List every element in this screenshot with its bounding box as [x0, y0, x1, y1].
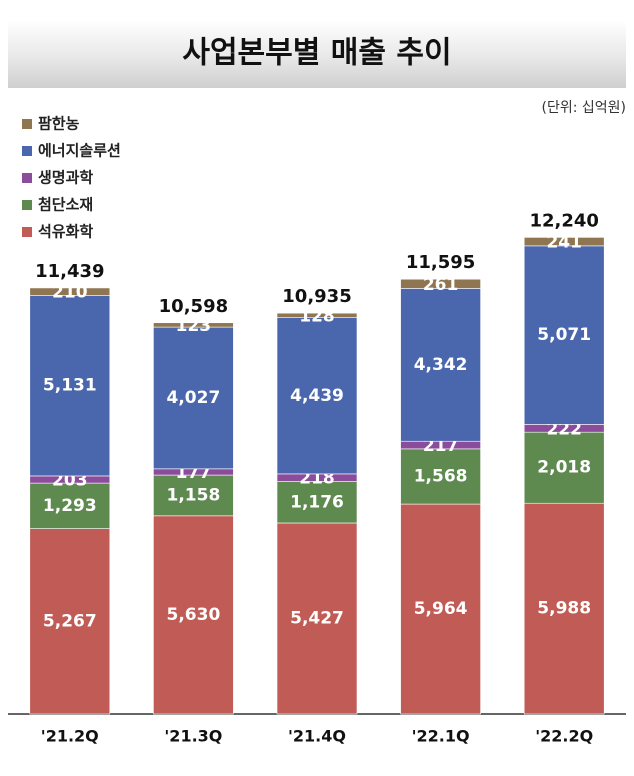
bar-segment [29, 482, 111, 529]
bar-segment [276, 481, 358, 524]
segment-label: 4,027 [167, 388, 221, 408]
bar-segment [400, 503, 481, 715]
x-tick-label: '21.3Q [164, 727, 222, 746]
segment-label: 1,176 [290, 492, 344, 512]
segment-label: 1,158 [167, 485, 221, 505]
bar-segment [523, 431, 605, 504]
bar-segment [29, 528, 111, 715]
legend-swatch [22, 119, 32, 129]
segment-label: 5,071 [537, 325, 591, 345]
bar-segment [276, 317, 358, 475]
bar-segment [276, 312, 358, 318]
bar-segment [523, 237, 605, 247]
total-label: 10,935 [282, 286, 351, 307]
legend-swatch [22, 146, 32, 156]
segment-label: 128 [299, 306, 335, 326]
segment-label: 210 [52, 283, 88, 303]
segment-label: 123 [176, 316, 212, 336]
title-banner [8, 20, 626, 88]
segment-label: 5,427 [290, 608, 344, 628]
total-label: 10,598 [159, 296, 228, 317]
segment-label: 5,131 [43, 376, 97, 396]
legend-swatch [22, 173, 32, 183]
segment-label: 1,293 [43, 496, 97, 516]
bar-segment [153, 322, 234, 328]
segment-label: 5,988 [537, 599, 591, 619]
segment-label: 5,630 [167, 605, 221, 625]
legend-label: 석유화학 [38, 223, 93, 241]
unit-label: (단위: 십억원) [542, 100, 627, 116]
segment-label: 1,568 [414, 466, 468, 486]
segment-label: 2,018 [537, 458, 591, 478]
bar-segment [523, 502, 605, 715]
segment-label: 4,439 [290, 386, 344, 406]
bar-segment [153, 515, 234, 715]
bar-segment [29, 295, 111, 477]
bar-segment [523, 245, 605, 425]
x-tick-label: '21.4Q [288, 727, 346, 746]
legend-swatch [22, 227, 32, 237]
segment-label: 241 [546, 233, 582, 253]
segment-label: 5,964 [414, 599, 468, 619]
total-label: 11,595 [406, 252, 475, 273]
bar-segment [400, 278, 481, 289]
x-tick-label: '21.2Q [41, 727, 99, 746]
x-tick-label: '22.1Q [412, 727, 470, 746]
segment-label: 5,267 [43, 611, 97, 631]
legend-label: 에너지솔루션 [38, 142, 121, 160]
legend-swatch [22, 200, 32, 210]
segment-label: 261 [423, 275, 459, 295]
total-label: 11,439 [35, 261, 104, 282]
bar-segment [400, 288, 481, 442]
bar-segment [276, 522, 358, 715]
bar-segment [29, 287, 111, 296]
x-tick-label: '22.2Q [535, 727, 593, 746]
segment-label: 4,342 [414, 355, 468, 375]
bar-segment [153, 474, 234, 517]
legend-label: 생명과학 [38, 169, 93, 187]
legend-label: 팜한농 [38, 115, 80, 133]
total-label: 12,240 [529, 210, 598, 231]
legend-label: 첨단소재 [38, 196, 93, 214]
bar-segment [400, 448, 481, 505]
chart-title: 사업본부별 매출 추이 [182, 36, 451, 71]
